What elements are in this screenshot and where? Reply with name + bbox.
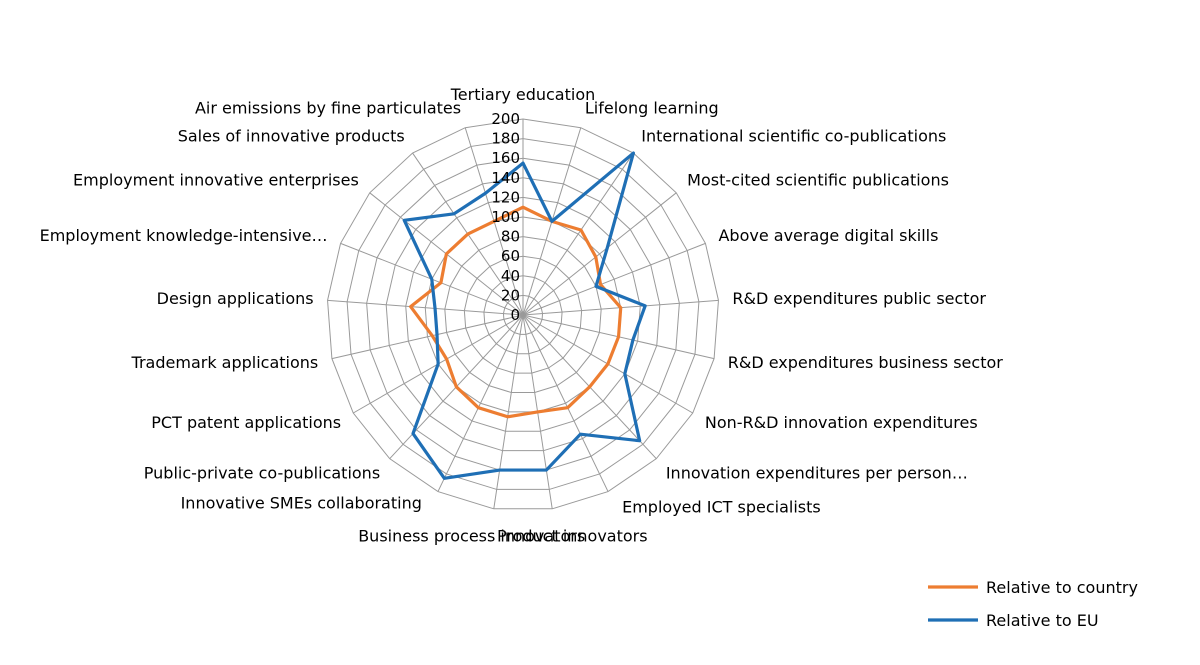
tick-label: 100 [491,208,520,226]
category-label: Innovative SMEs collaborating [181,494,422,513]
legend: Relative to country Relative to EU [928,578,1138,630]
grid-spoke [522,242,706,316]
grid-spoke [437,314,524,492]
tick-label: 140 [491,169,520,187]
category-label: Above average digital skills [718,226,938,245]
category-label: Lifelong learning [585,99,719,118]
radar-series [402,151,647,480]
grid-spoke [522,192,677,316]
legend-label: Relative to country [986,578,1138,597]
category-label: Air emissions by fine particulates [195,99,461,118]
series-line-relative-to-eu [402,151,647,480]
tick-label: 40 [501,267,520,285]
grid-spoke [493,314,524,509]
tick-label: 20 [501,286,520,304]
category-label: Public-private co-publications [144,463,380,482]
grid-ring [385,177,661,452]
category-label: Innovation expenditures per person… [666,463,968,482]
category-label: Employed ICT specialists [622,498,821,517]
category-label: Sales of innovative products [178,127,405,146]
category-label: R&D expenditures public sector [732,289,986,308]
tick-label: 120 [491,188,520,206]
grid-ring [346,138,700,490]
category-label: Business process innovators [358,527,585,546]
grid-ring [444,236,602,394]
tick-label: 80 [501,228,520,246]
category-label: Non-R&D innovation expenditures [705,413,978,432]
grid-spoke [522,314,609,492]
category-label: Design applications [157,289,314,308]
tick-label: 180 [491,130,520,148]
tick-label: 200 [491,110,520,128]
grid-ring [502,294,544,335]
grid-spoke [327,299,524,316]
category-label: International scientific co-publications [641,127,946,146]
grid-ring [424,216,622,413]
tick-label: 60 [501,247,520,265]
grid-ring [463,255,583,374]
category-label: Employment innovative enterprises [73,170,359,189]
category-label: Most-cited scientific publications [687,170,949,189]
category-label: Product innovators [497,527,648,546]
tick-label: 160 [491,149,520,167]
category-label: R&D expenditures business sector [728,353,1004,372]
tick-label: 0 [510,306,520,324]
grid-spoke [522,152,634,316]
grid-ring [327,118,719,510]
series-line-relative-to-country [409,205,623,419]
grid-ring [483,275,563,355]
legend-label: Relative to EU [986,611,1099,630]
category-label: Trademark applications [131,353,319,372]
category-label: Tertiary education [450,85,596,104]
category-label: Employment knowledge-intensive… [40,226,328,245]
grid-spoke [331,314,524,360]
category-label: PCT patent applications [151,413,341,432]
radar-grid [327,118,719,510]
